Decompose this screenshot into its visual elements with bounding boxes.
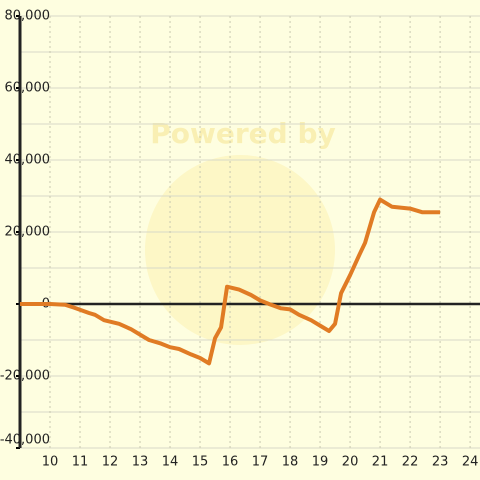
series-line <box>20 197 441 366</box>
watermark: Powered by <box>150 117 336 150</box>
y-tick-label: 20,000 <box>5 225 51 240</box>
x-tick-label: 18 <box>282 455 299 470</box>
x-tick-label: 12 <box>102 455 119 470</box>
y-tick-label: 40,000 <box>5 153 51 168</box>
y-tick-label: -20,000 <box>0 369 50 384</box>
x-tick-label: 10 <box>42 455 59 470</box>
x-tick-label: 16 <box>222 455 239 470</box>
x-tick-label: 22 <box>402 455 419 470</box>
x-tick-label: 17 <box>252 455 269 470</box>
x-tick-label: 11 <box>72 455 89 470</box>
x-tick-label: 15 <box>192 455 209 470</box>
x-tick-label: 24 <box>462 455 479 470</box>
x-tick-label: 14 <box>162 455 179 470</box>
x-tick-label: 21 <box>372 455 389 470</box>
watermark-logo <box>145 155 335 345</box>
x-tick-label: 19 <box>312 455 329 470</box>
y-tick-label: -40,000 <box>0 433 50 448</box>
x-tick-label: 13 <box>132 455 149 470</box>
x-tick-label: 20 <box>342 455 359 470</box>
x-tick-label: 23 <box>432 455 449 470</box>
y-tick-label: 60,000 <box>5 81 51 96</box>
y-tick-label: 80,000 <box>5 9 51 24</box>
